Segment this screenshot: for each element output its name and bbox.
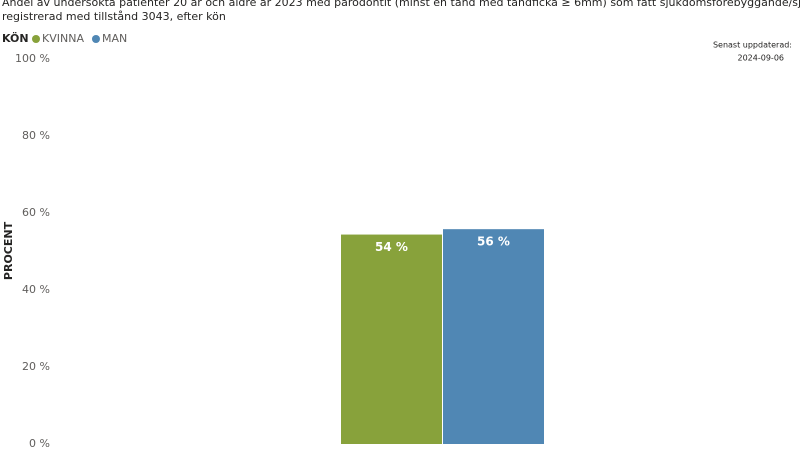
y-tick-label: 0 % (29, 437, 50, 450)
y-tick-label: 40 % (22, 283, 50, 296)
chart-title-line: Andel av undersökta patienter 20 år och … (2, 0, 800, 9)
data-label: 54 % (375, 240, 408, 254)
chart-title-line: registrerad med tillstånd 3043, efter kö… (2, 10, 226, 23)
data-label: 56 % (477, 235, 510, 249)
y-tick-label: 80 % (22, 129, 50, 142)
legend-label: MAN (102, 32, 127, 45)
legend-marker (32, 35, 40, 43)
update-date: 2024-09-06 (738, 54, 785, 63)
y-tick-label: 100 % (15, 52, 50, 65)
legend-marker (91, 35, 100, 43)
legend-title: KÖN (2, 31, 29, 45)
y-tick-label: 60 % (22, 206, 50, 219)
y-tick-label: 20 % (22, 360, 50, 373)
bar (341, 234, 442, 444)
legend-label: KVINNA (42, 32, 84, 45)
bar (443, 229, 544, 444)
y-axis-label: PROCENT (2, 221, 15, 280)
update-note: Senast uppdaterad: (713, 41, 792, 50)
